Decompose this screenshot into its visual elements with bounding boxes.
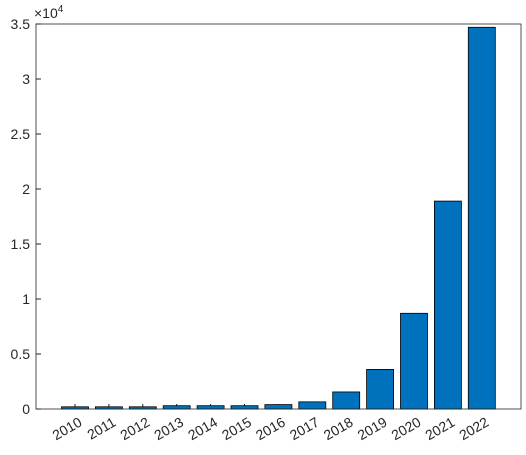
y-multiplier: ×104 <box>34 4 64 21</box>
bar <box>298 401 327 410</box>
axes-box <box>35 23 522 410</box>
bar <box>332 391 361 410</box>
bar <box>196 405 225 410</box>
bar <box>400 312 428 410</box>
bar <box>433 200 462 410</box>
y-tick-label: 3 <box>22 71 30 87</box>
multiplier-base: ×10 <box>34 5 58 21</box>
y-tick-label: 0 <box>22 401 30 417</box>
bar <box>467 26 496 410</box>
y-tick-label: 1 <box>22 291 30 307</box>
bar <box>264 404 293 410</box>
y-tick-label: 0.5 <box>11 346 31 362</box>
y-tick-label: 3.5 <box>11 16 31 32</box>
bar <box>230 405 259 410</box>
bar <box>162 405 191 410</box>
y-tick-label: 1.5 <box>11 236 31 252</box>
y-tick-label: 2.5 <box>11 126 31 142</box>
bar <box>366 368 395 410</box>
y-tick-label: 2 <box>22 181 30 197</box>
multiplier-exponent: 4 <box>58 4 64 15</box>
